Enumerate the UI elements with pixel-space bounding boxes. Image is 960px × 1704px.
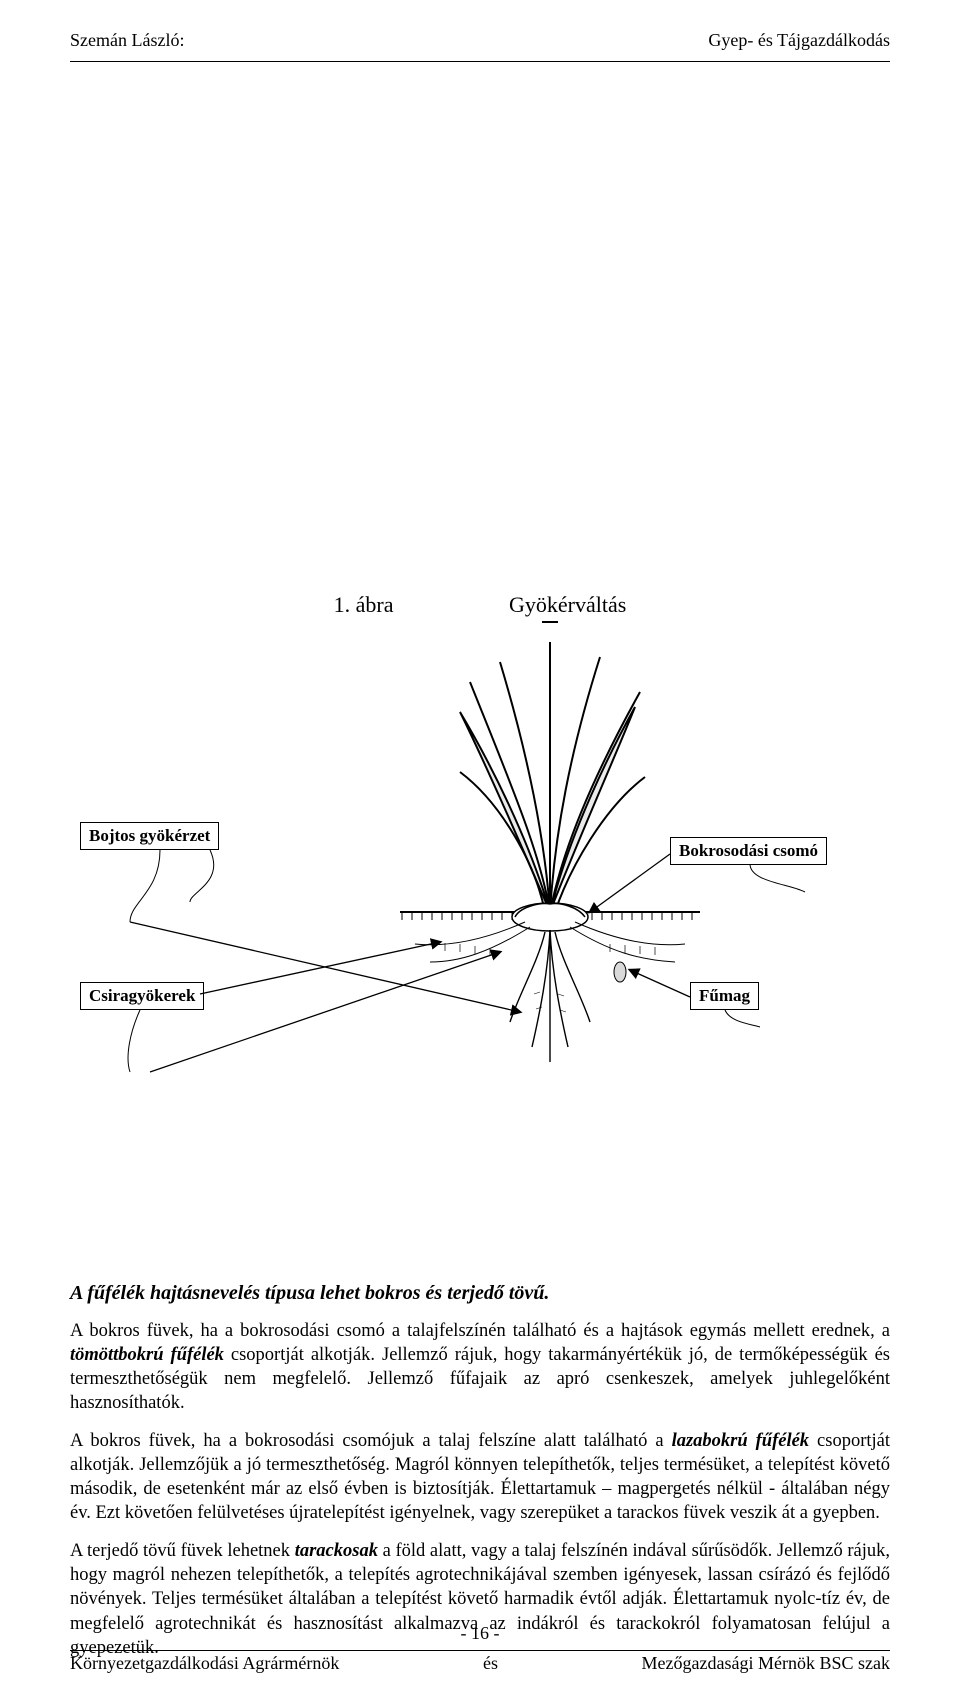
p3-text-a: A terjedő tövű füvek lehetnek [70,1541,295,1561]
label-bojtos-gyokerzet: Bojtos gyökérzet [80,822,219,850]
page-header: Szemán László: Gyep- és Tájgazdálkodás [70,30,890,51]
term-lazabokru: lazabokrú fűfélék [672,1431,809,1451]
label-fumag: Fűmag [690,982,759,1010]
section-title: A fűfélék hajtásnevelés típusa lehet bok… [70,1282,890,1305]
header-right: Gyep- és Tájgazdálkodás [708,30,890,51]
plant-illustration [390,602,710,1082]
p2-text-a: A bokros füvek, ha a bokrosodási csomóju… [70,1431,672,1451]
page: Szemán László: Gyep- és Tájgazdálkodás [0,0,960,1704]
diagram-area: Bojtos gyökérzet Bokrosodási csomó Csira… [70,592,890,1242]
figure-number: 1. ábra [334,592,394,617]
footer-line: Környezetgazdálkodási Agrármérnök és Mez… [70,1650,890,1674]
term-tarackosak: tarackosak [295,1541,378,1561]
header-left: Szemán László: [70,30,184,51]
paragraph-1: A bokros füvek, ha a bokrosodási csomó a… [70,1319,890,1415]
header-rule [70,61,890,62]
paragraph-2: A bokros füvek, ha a bokrosodási csomóju… [70,1429,890,1525]
label-bokrosodasi-csomo: Bokrosodási csomó [670,837,827,865]
page-number: - 16 - [70,1623,890,1644]
p1-text-a: A bokros füvek, ha a bokrosodási csomó a… [70,1321,890,1341]
footer-left: Környezetgazdálkodási Agrármérnök [70,1653,339,1674]
footer-center: és [483,1653,498,1674]
footer-right: Mezőgazdasági Mérnök BSC szak [642,1653,890,1674]
label-csiragyokerek: Csiragyökerek [80,982,204,1010]
term-tomottbokru: tömöttbokrú fűfélék [70,1345,224,1365]
